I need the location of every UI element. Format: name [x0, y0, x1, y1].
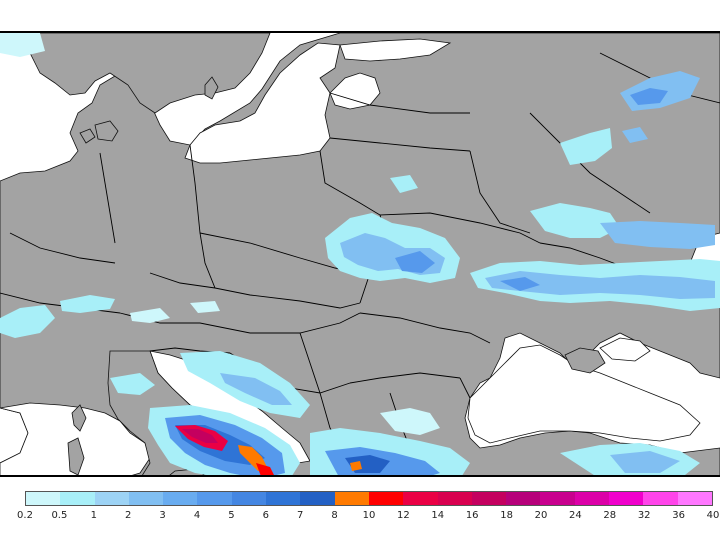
- precip-zone: [560, 128, 612, 165]
- precip-zone: [0, 305, 55, 338]
- legend-swatch: [231, 492, 267, 505]
- precip-zone: [530, 203, 620, 238]
- baltic-sea: [184, 42, 341, 164]
- border-line: [349, 372, 461, 384]
- legend-labels: 0.2 0.5 1 2 3 4 5 6 7 8 10 12 14 16 18 20 24 28 32 36 40: [0, 510, 720, 526]
- border-line: [250, 312, 361, 334]
- legend-swatch: [677, 492, 712, 505]
- heavy-precip-layer: [175, 425, 362, 475]
- precipitation-legend: [25, 491, 713, 506]
- border-line: [0, 292, 121, 314]
- heavy-precip-zone: [182, 429, 218, 443]
- border-line: [329, 92, 470, 114]
- precipitation-map: [0, 31, 720, 477]
- border-line: [9, 232, 116, 264]
- precip-zone: [600, 221, 715, 249]
- precip-zone: [395, 251, 435, 273]
- gulf-of-finland: [339, 38, 452, 62]
- legend-tick-label: 0.5: [51, 510, 68, 521]
- heavy-precip-zone: [256, 463, 274, 475]
- legend-swatch: [403, 492, 438, 505]
- legend-tick-label: 2: [125, 510, 132, 521]
- crimea: [564, 347, 606, 374]
- legend-swatch: [197, 492, 232, 505]
- legend-tick-label: 40: [706, 510, 720, 521]
- legend-tick-label: 7: [297, 510, 304, 521]
- legend-tick-label: 32: [637, 510, 651, 521]
- legend-tick-label: 10: [362, 510, 376, 521]
- precip-zone: [485, 271, 715, 299]
- border-line: [529, 112, 651, 214]
- border-line: [99, 152, 116, 244]
- legend-tick-label: 1: [90, 510, 97, 521]
- border-line: [149, 272, 216, 289]
- precip-zone: [220, 373, 292, 405]
- legend-tick-label: 5: [228, 510, 235, 521]
- precip-zone: [630, 88, 668, 105]
- legend-swatch: [574, 492, 610, 505]
- legend-tick-label: 16: [465, 510, 479, 521]
- corsica: [71, 404, 87, 432]
- scandinavia: [0, 33, 271, 114]
- border-line: [299, 332, 321, 394]
- legend-tick-label: 28: [603, 510, 617, 521]
- border-line: [329, 137, 471, 152]
- border-line: [459, 377, 471, 399]
- legend-tick-label: 0.2: [17, 510, 33, 521]
- map-canvas: [0, 33, 720, 475]
- legend-tick-label: 36: [672, 510, 685, 521]
- precipitation-layer: [0, 33, 720, 475]
- legend-tick-label: 4: [193, 510, 201, 521]
- legend-swatch: [471, 492, 507, 505]
- legend-swatch: [266, 492, 301, 505]
- legend-tick-label: 18: [500, 510, 513, 521]
- legend-tick-label: 14: [431, 510, 445, 521]
- legend-swatch: [300, 492, 335, 505]
- legend-swatch: [60, 492, 95, 505]
- precip-zone: [500, 277, 540, 291]
- precip-zone: [130, 308, 170, 323]
- precip-zone: [60, 295, 115, 313]
- precip-zone: [110, 373, 155, 395]
- legend-swatch: [334, 492, 369, 505]
- heavy-precip-zone: [350, 461, 362, 471]
- black-sea: [467, 344, 701, 444]
- border-line: [359, 312, 491, 344]
- legend-swatch: [94, 492, 129, 505]
- legend-tick-label: 12: [397, 510, 410, 521]
- legend-tick-label: 20: [534, 510, 548, 521]
- gulf-of-riga: [329, 72, 381, 110]
- precip-zone: [610, 451, 680, 473]
- border-line: [214, 287, 361, 309]
- legend-swatch: [609, 492, 644, 505]
- precip-zone: [190, 301, 220, 313]
- legend-swatch: [26, 492, 61, 505]
- border-line: [469, 150, 531, 234]
- legend-swatch: [128, 492, 164, 505]
- precip-zone: [0, 33, 45, 57]
- legend-swatch: [163, 492, 198, 505]
- funen-island: [79, 128, 96, 144]
- precip-zone: [380, 408, 440, 435]
- precip-zone: [622, 127, 648, 143]
- legend-tick-label: 6: [262, 510, 269, 521]
- legend-swatch: [540, 492, 575, 505]
- legend-swatch: [643, 492, 678, 505]
- border-line: [379, 212, 541, 244]
- sardinia: [67, 437, 85, 475]
- legend-tick-label: 24: [569, 510, 582, 521]
- gotland-island: [204, 76, 219, 100]
- sea-of-azov: [599, 337, 651, 362]
- legend-swatch: [368, 492, 404, 505]
- legend-tick-label: 8: [331, 510, 338, 521]
- legend-swatch: [506, 492, 541, 505]
- legend-swatch: [437, 492, 472, 505]
- precip-zone: [390, 175, 418, 193]
- zealand-island: [94, 120, 119, 142]
- legend-tick-label: 3: [159, 510, 166, 521]
